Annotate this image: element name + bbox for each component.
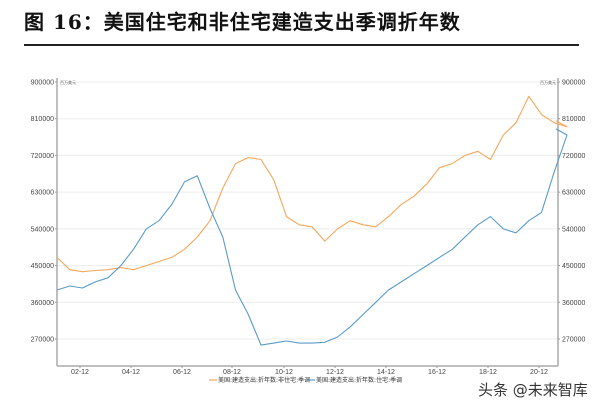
- y-tick-label-right: 720000: [562, 153, 585, 160]
- y-tick-label: 630000: [31, 190, 54, 197]
- y-tick-label-right: 360000: [562, 300, 585, 307]
- series-line-residential: [56, 128, 568, 346]
- y-tick-label: 720000: [31, 153, 54, 160]
- right-y-tick-labels: 270000 360000 450000 540000 630000 720000 8100…: [562, 80, 585, 344]
- x-tick-labels: 02-12 04-12 06-12 08-12 10-12 12-12 14-12 16-12…: [71, 366, 548, 376]
- x-tick-label: 20-12: [530, 369, 548, 376]
- y-tick-label-right: 270000: [562, 337, 585, 344]
- x-tick-label: 02-12: [71, 369, 89, 376]
- y-tick-label: 450000: [31, 263, 54, 270]
- title-divider: [24, 44, 579, 46]
- y-tick-label: 900000: [31, 80, 54, 87]
- y-tick-label-right: 810000: [562, 116, 585, 123]
- x-tick-label: 06-12: [173, 369, 191, 376]
- y-tick-label: 540000: [31, 226, 54, 233]
- y-tick-label-right: 630000: [562, 190, 585, 197]
- left-unit-label: 百万美元: [60, 79, 76, 85]
- legend: 美国:建造支出:折年数:非住宅:季调 美国:建造支出:折年数:住宅:季调: [209, 376, 402, 384]
- x-tick-label: 10-12: [275, 369, 293, 376]
- series-line-nonresidential: [56, 95, 568, 273]
- x-tick-label: 12-12: [326, 369, 344, 376]
- right-unit-label: 百万美元: [540, 79, 556, 85]
- series-lines: [56, 95, 568, 346]
- legend-label-residential: 美国:建造支出:折年数:住宅:季调: [316, 376, 402, 384]
- y-tick-label-right: 450000: [562, 263, 585, 270]
- y-tick-label-right: 900000: [562, 80, 585, 87]
- x-tick-label: 16-12: [428, 369, 446, 376]
- watermark: 头条 @未来智库: [478, 381, 588, 399]
- figure-title: 图 16：美国住宅和非住宅建造支出季调折年数: [24, 10, 461, 34]
- x-tick-label: 14-12: [377, 369, 395, 376]
- gridlines: [55, 81, 560, 340]
- x-tick-label: 08-12: [223, 369, 241, 376]
- y-tick-label: 360000: [31, 300, 54, 307]
- left-y-tick-labels: 270000 360000 450000 540000 630000 720000 8100…: [31, 80, 54, 344]
- y-tick-label: 810000: [31, 116, 54, 123]
- x-tick-label: 18-12: [479, 369, 497, 376]
- legend-label-nonresidential: 美国:建造支出:折年数:非住宅:季调: [218, 376, 310, 384]
- x-tick-label: 04-12: [122, 369, 140, 376]
- y-tick-label-right: 540000: [562, 226, 585, 233]
- y-tick-label: 270000: [31, 337, 54, 344]
